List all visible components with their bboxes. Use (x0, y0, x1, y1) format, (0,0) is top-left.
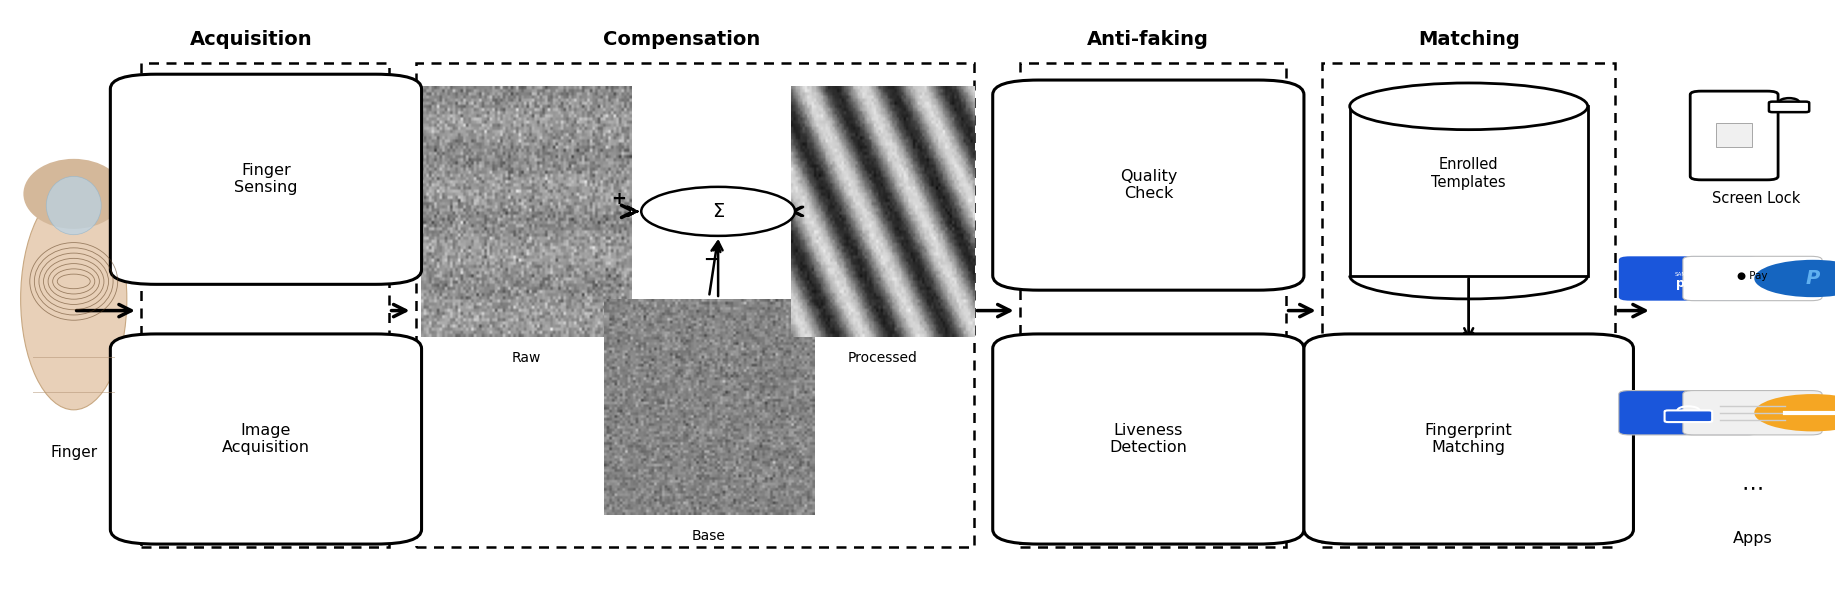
Text: Matching: Matching (1418, 30, 1519, 49)
Ellipse shape (46, 176, 101, 234)
Ellipse shape (24, 159, 123, 229)
Text: Enrolled
Templates: Enrolled Templates (1431, 157, 1506, 189)
Text: Compensation: Compensation (603, 30, 760, 49)
Text: Base: Base (691, 529, 726, 543)
Text: Anti-faking: Anti-faking (1087, 30, 1210, 49)
FancyBboxPatch shape (1683, 391, 1822, 435)
FancyBboxPatch shape (110, 74, 421, 284)
Bar (1350, 107, 1587, 275)
Text: pay: pay (1675, 276, 1701, 289)
Text: $\Sigma$: $\Sigma$ (712, 202, 725, 221)
FancyBboxPatch shape (1618, 391, 1758, 435)
Text: P: P (1806, 269, 1821, 288)
Bar (1021, 63, 1285, 547)
FancyBboxPatch shape (1769, 102, 1810, 112)
Bar (416, 63, 975, 547)
Text: +: + (612, 190, 627, 208)
FancyBboxPatch shape (110, 334, 421, 544)
FancyBboxPatch shape (1618, 256, 1758, 301)
Text: Image
Acquisition: Image Acquisition (223, 423, 311, 455)
Text: Finger: Finger (50, 445, 97, 460)
FancyBboxPatch shape (1690, 91, 1778, 180)
Text: Acquisition: Acquisition (189, 30, 313, 49)
Bar (142, 63, 388, 547)
Text: ● Pay: ● Pay (1738, 271, 1767, 281)
Text: Screen Lock: Screen Lock (1712, 191, 1800, 206)
Text: Quality
Check: Quality Check (1120, 169, 1177, 201)
FancyBboxPatch shape (1683, 256, 1822, 301)
Text: ⋯: ⋯ (1742, 478, 1764, 498)
Text: Fingerprint
Matching: Fingerprint Matching (1425, 423, 1512, 455)
Text: Liveness
Detection: Liveness Detection (1109, 423, 1188, 455)
Text: Apps: Apps (1732, 530, 1773, 546)
Circle shape (642, 187, 794, 236)
FancyBboxPatch shape (1716, 123, 1753, 147)
Text: Finger
Sensing: Finger Sensing (234, 163, 298, 195)
Text: SAMSUNG: SAMSUNG (1675, 272, 1703, 277)
Text: −: − (702, 250, 717, 269)
FancyBboxPatch shape (993, 334, 1304, 544)
Circle shape (1754, 394, 1839, 432)
Ellipse shape (1350, 83, 1587, 130)
FancyBboxPatch shape (1664, 410, 1712, 422)
Text: Processed: Processed (848, 352, 918, 365)
Bar (1322, 63, 1615, 547)
FancyBboxPatch shape (993, 80, 1304, 290)
Ellipse shape (20, 188, 127, 410)
FancyBboxPatch shape (1304, 334, 1633, 544)
Circle shape (1754, 260, 1839, 297)
Text: Raw: Raw (511, 352, 541, 365)
